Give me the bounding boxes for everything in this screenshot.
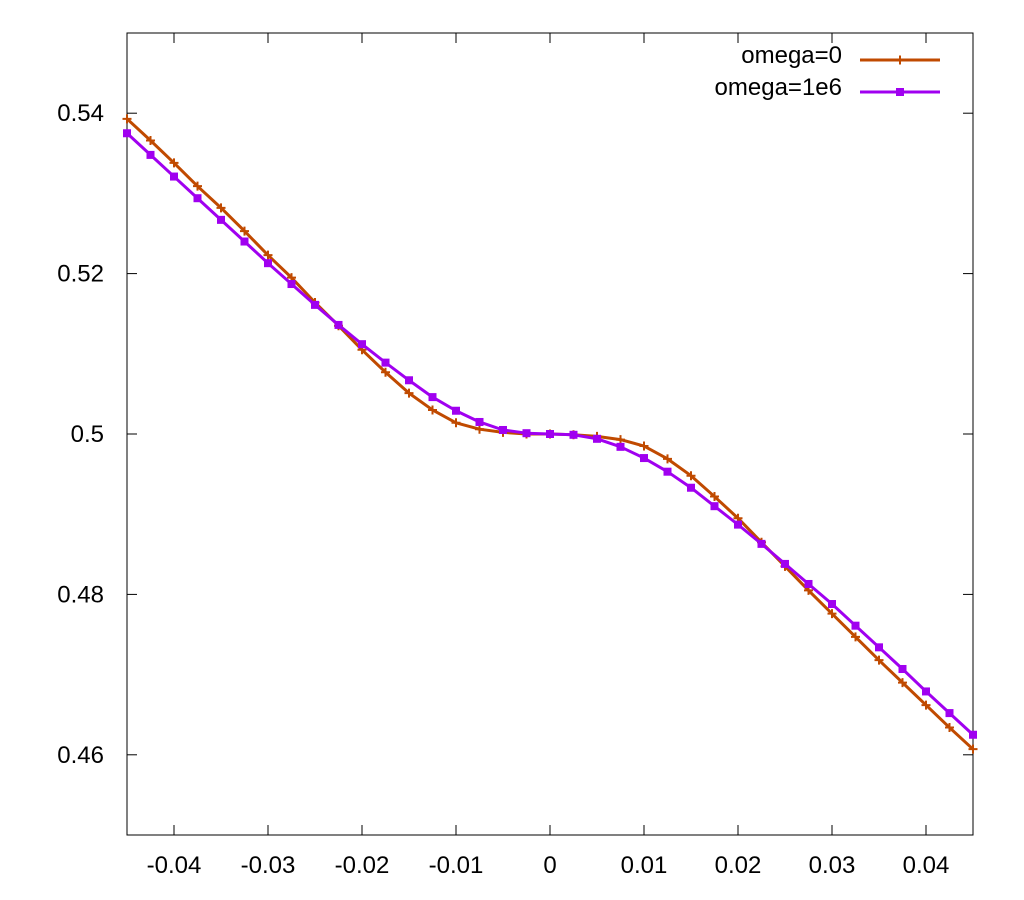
- data-point-omega-1e6: [452, 406, 460, 415]
- data-point-omega-0: [874, 655, 884, 665]
- x-tick-label: 0.02: [715, 852, 762, 879]
- x-tick-labels: -0.04 -0.03 -0.02 -0.01 0 0.01 0.02 0.03 0.04: [147, 852, 950, 879]
- data-point-omega-1e6: [828, 600, 836, 609]
- data-point-omega-1e6: [170, 172, 178, 181]
- data-point-omega-1e6: [945, 709, 954, 718]
- data-point-omega-1e6: [781, 559, 789, 568]
- data-point-omega-0: [968, 744, 978, 754]
- data-point-omega-0: [616, 435, 625, 445]
- data-point-omega-0: [404, 388, 414, 398]
- data-point-omega-1e6: [687, 483, 695, 492]
- data-point-omega-1e6: [381, 358, 390, 367]
- data-point-omega-1e6: [875, 643, 883, 652]
- data-point-omega-1e6: [146, 150, 155, 159]
- axis-ticks: [127, 33, 973, 835]
- data-point-omega-0: [240, 226, 249, 236]
- data-point-omega-1e6: [851, 621, 860, 630]
- data-point-omega-0: [193, 181, 202, 191]
- data-point-omega-0: [945, 723, 954, 733]
- data-point-omega-1e6: [264, 259, 272, 268]
- legend-label-omega-0: omega=0: [741, 42, 842, 69]
- x-tick-label: -0.04: [147, 852, 202, 879]
- data-point-omega-1e6: [287, 280, 296, 289]
- data-point-omega-0: [169, 158, 179, 168]
- data-point-omega-1e6: [593, 434, 601, 443]
- data-point-omega-0: [122, 114, 132, 124]
- data-point-omega-1e6: [334, 320, 343, 329]
- data-point-omega-1e6: [546, 430, 554, 438]
- data-point-omega-1e6: [428, 393, 437, 402]
- legend-swatches: [860, 55, 940, 96]
- legend-swatch-marker-omega-0: [895, 55, 905, 65]
- data-point-omega-1e6: [898, 664, 907, 673]
- data-point-omega-1e6: [922, 687, 930, 696]
- data-point-omega-0: [898, 678, 907, 688]
- y-tick-label: 0.46: [57, 742, 104, 769]
- data-point-omega-1e6: [475, 417, 484, 426]
- data-point-omega-1e6: [569, 430, 578, 439]
- x-tick-label: 0.01: [621, 852, 668, 879]
- data-point-omega-0: [146, 135, 155, 145]
- data-point-omega-1e6: [217, 215, 225, 224]
- data-point-omega-0: [381, 367, 390, 377]
- x-tick-label: 0: [543, 852, 556, 879]
- x-tick-label: 0.04: [903, 852, 950, 879]
- data-point-omega-0: [851, 632, 860, 642]
- data-point-omega-1e6: [734, 520, 742, 529]
- data-point-omega-1e6: [710, 502, 719, 511]
- data-point-omega-0: [216, 203, 226, 213]
- legend: omega=0 omega=1e6: [715, 42, 940, 101]
- y-tick-label: 0.5: [71, 421, 104, 448]
- data-point-omega-0: [475, 424, 484, 434]
- data-point-omega-1e6: [616, 442, 625, 451]
- x-tick-label: -0.01: [429, 852, 484, 879]
- data-point-omega-1e6: [640, 454, 648, 463]
- legend-swatch-marker-omega-1e6: [896, 88, 904, 96]
- y-tick-label: 0.54: [57, 100, 104, 127]
- data-point-omega-0: [827, 609, 837, 619]
- data-point-omega-1e6: [123, 129, 131, 138]
- data-point-omega-0: [921, 700, 931, 710]
- data-point-omega-0: [663, 454, 672, 464]
- data-point-omega-1e6: [405, 376, 413, 385]
- series-layer: [122, 114, 978, 754]
- x-tick-label: 0.03: [809, 852, 856, 879]
- data-point-omega-1e6: [804, 579, 813, 588]
- legend-label-omega-1e6: omega=1e6: [715, 74, 842, 101]
- data-point-omega-0: [686, 471, 696, 481]
- x-tick-label: -0.02: [335, 852, 390, 879]
- data-point-omega-1e6: [663, 467, 672, 476]
- data-point-omega-0: [710, 492, 719, 502]
- data-point-omega-1e6: [240, 237, 249, 246]
- data-point-omega-0: [639, 441, 649, 451]
- data-point-omega-0: [263, 250, 273, 260]
- data-point-omega-0: [451, 418, 461, 428]
- data-point-omega-1e6: [311, 300, 319, 309]
- y-tick-label: 0.48: [57, 581, 104, 608]
- data-point-omega-1e6: [969, 730, 977, 739]
- series-omega-1e6: [123, 129, 977, 739]
- data-point-omega-1e6: [193, 194, 202, 203]
- data-point-omega-1e6: [757, 539, 766, 548]
- y-tick-label: 0.52: [57, 261, 104, 288]
- y-tick-labels: 0.46 0.48 0.5 0.52 0.54: [57, 100, 104, 769]
- data-point-omega-1e6: [358, 340, 366, 349]
- x-tick-label: -0.03: [241, 852, 296, 879]
- data-point-omega-1e6: [522, 429, 531, 438]
- data-point-omega-1e6: [499, 425, 507, 434]
- data-point-omega-0: [428, 405, 437, 415]
